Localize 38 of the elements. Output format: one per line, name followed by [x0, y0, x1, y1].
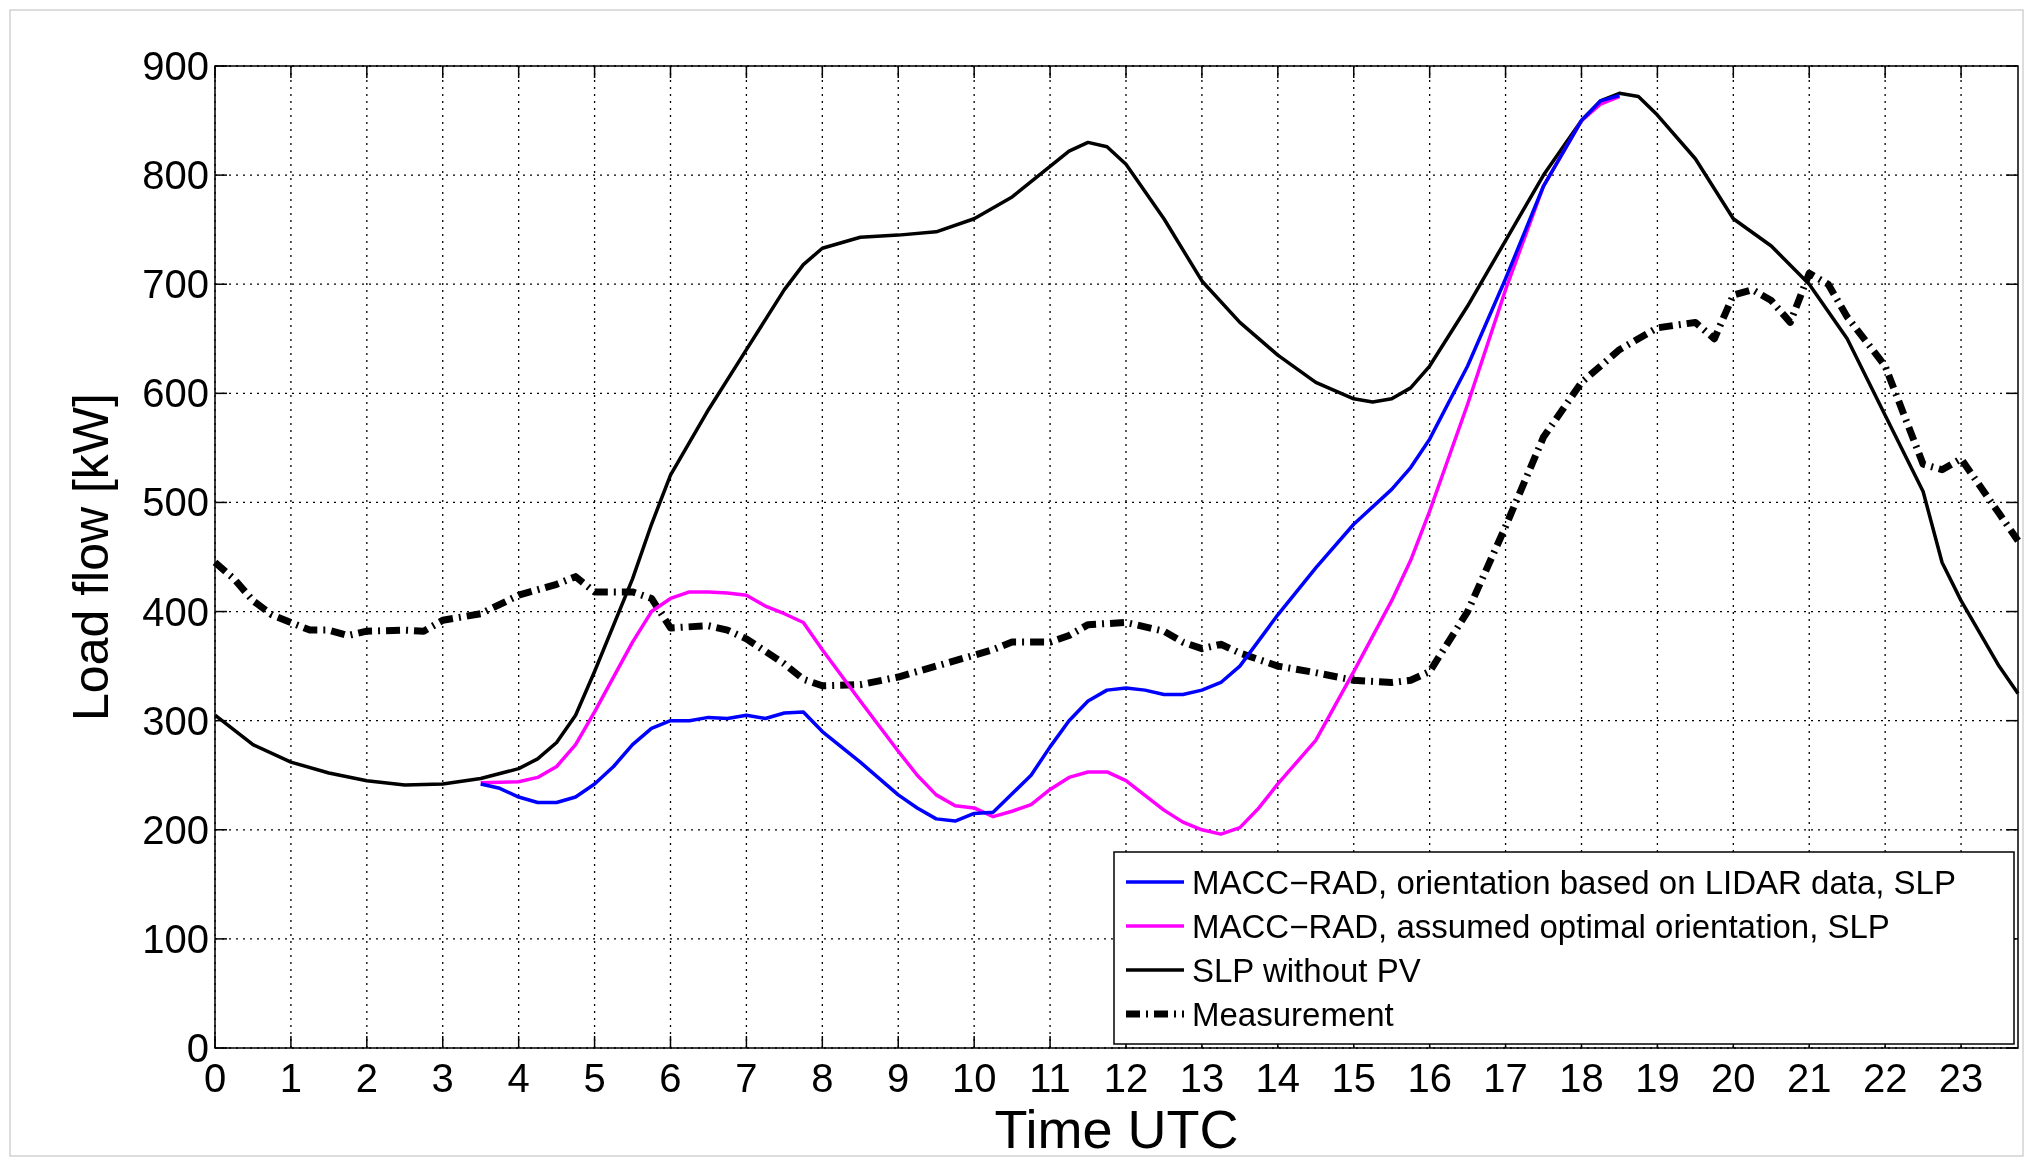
legend-label: Measurement — [1192, 995, 1394, 1033]
x-tick-label: 3 — [431, 1056, 454, 1100]
legend-label: MACC−RAD, orientation based on LIDAR data, SLP — [1192, 863, 1956, 901]
y-tick-label: 700 — [142, 262, 209, 307]
legend-label: MACC−RAD, assumed optimal orientation, SLP — [1192, 907, 1890, 945]
y-axis-title: Load flow [kW] — [63, 393, 119, 721]
y-tick-label: 500 — [142, 480, 209, 525]
legend-label: SLP without PV — [1192, 951, 1421, 989]
x-tick-label: 13 — [1179, 1056, 1225, 1100]
x-tick-label: 12 — [1103, 1056, 1149, 1100]
x-tick-label: 8 — [811, 1056, 834, 1100]
x-tick-label: 10 — [951, 1056, 997, 1100]
x-tick-label: 9 — [887, 1056, 910, 1100]
x-tick-label: 4 — [507, 1056, 530, 1100]
y-tick-label: 100 — [142, 916, 209, 961]
y-tick-label: 800 — [142, 153, 209, 198]
y-tick-label: 400 — [142, 589, 209, 634]
x-tick-label: 5 — [583, 1056, 606, 1100]
x-tick-label: 2 — [355, 1056, 378, 1100]
x-tick-label: 11 — [1029, 1056, 1071, 1100]
x-axis-title: Time UTC — [994, 1099, 1239, 1159]
y-tick-label: 300 — [142, 698, 209, 743]
x-tick-label: 14 — [1255, 1056, 1301, 1100]
x-tick-label: 23 — [1938, 1056, 1984, 1100]
x-tick-label: 15 — [1331, 1056, 1376, 1100]
x-tick-label: 19 — [1635, 1056, 1680, 1100]
x-tick-label: 16 — [1407, 1056, 1452, 1100]
y-tick-label: 900 — [142, 44, 209, 88]
x-tick-label: 7 — [735, 1056, 758, 1100]
y-tick-label: 200 — [142, 807, 209, 852]
x-tick-label: 22 — [1862, 1056, 1908, 1100]
x-tick-label: 21 — [1786, 1056, 1832, 1100]
x-tick-label: 17 — [1483, 1056, 1528, 1100]
y-tick-label: 600 — [142, 371, 209, 416]
x-tick-label: 6 — [659, 1056, 682, 1100]
x-tick-label: 1 — [279, 1056, 303, 1100]
x-tick-label: 18 — [1559, 1056, 1604, 1100]
x-tick-label: 20 — [1711, 1056, 1756, 1100]
